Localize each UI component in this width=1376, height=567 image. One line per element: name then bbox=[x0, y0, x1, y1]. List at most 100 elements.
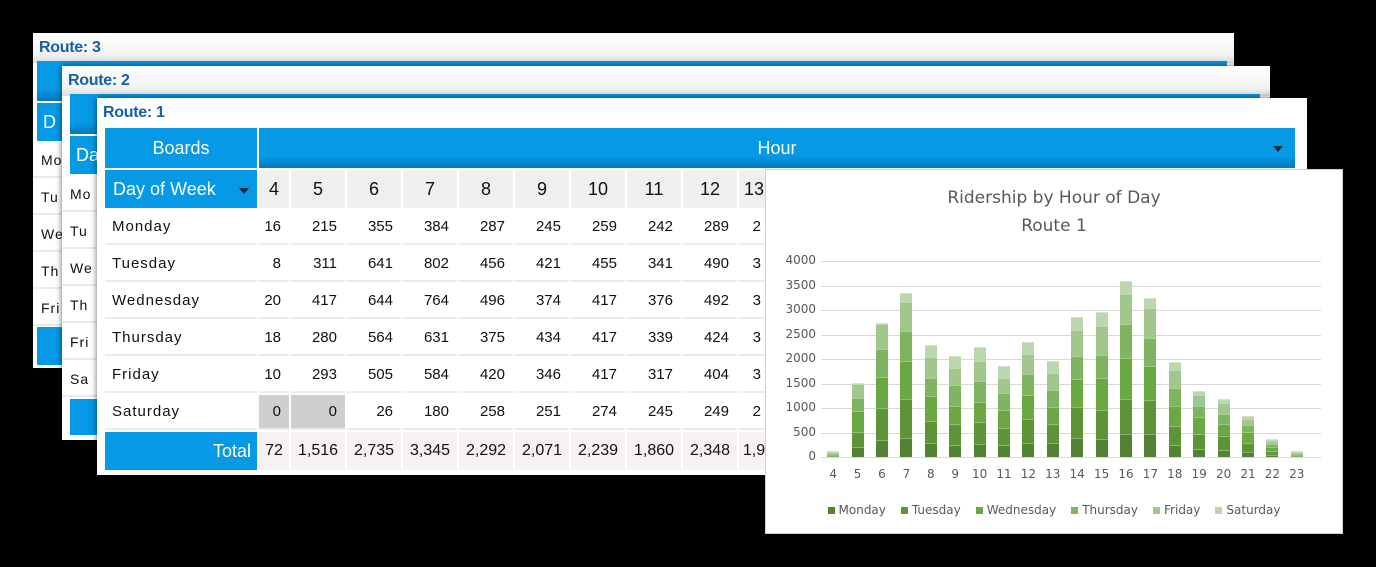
bar-segment-thursday[interactable] bbox=[851, 397, 864, 412]
stacked-bar[interactable] bbox=[1071, 317, 1084, 457]
bar-segment-monday[interactable] bbox=[851, 446, 864, 457]
bar-segment-wednesday[interactable] bbox=[1046, 406, 1059, 424]
bar-segment-saturday[interactable] bbox=[973, 347, 986, 361]
stacked-bar[interactable] bbox=[1193, 390, 1206, 457]
bar-segment-tuesday[interactable] bbox=[1168, 426, 1181, 446]
table-cell[interactable]: 564 bbox=[347, 321, 401, 356]
bar-segment-tuesday[interactable] bbox=[998, 428, 1010, 446]
bar-segment-tuesday[interactable] bbox=[1046, 423, 1059, 444]
stacked-bar[interactable] bbox=[1095, 312, 1108, 457]
bar-segment-tuesday[interactable] bbox=[973, 422, 986, 445]
bar-segment-saturday[interactable] bbox=[924, 344, 937, 358]
table-cell[interactable]: 3 bbox=[739, 321, 769, 356]
bar-segment-wednesday[interactable] bbox=[973, 401, 986, 423]
bar-segment-friday[interactable] bbox=[1144, 308, 1157, 339]
bar-segment-friday[interactable] bbox=[1242, 419, 1254, 425]
bar-segment-wednesday[interactable] bbox=[1095, 378, 1108, 410]
table-cell[interactable]: 317 bbox=[627, 358, 681, 393]
bar-segment-monday[interactable] bbox=[827, 455, 840, 457]
table-cell[interactable]: 215 bbox=[291, 210, 345, 245]
table-cell[interactable]: 802 bbox=[403, 247, 457, 282]
table-cell[interactable]: 421 bbox=[515, 247, 569, 282]
table-cell[interactable]: 20 bbox=[259, 284, 289, 319]
bar-segment-saturday[interactable] bbox=[1071, 317, 1084, 331]
table-cell[interactable]: 10 bbox=[259, 358, 289, 393]
table-cell[interactable]: 3 bbox=[739, 358, 769, 393]
bar-segment-thursday[interactable] bbox=[973, 381, 986, 402]
table-cell[interactable]: 245 bbox=[627, 395, 681, 430]
bar-segment-tuesday[interactable] bbox=[1022, 418, 1035, 443]
table-cell[interactable]: 16 bbox=[259, 210, 289, 245]
bar-segment-saturday[interactable] bbox=[1290, 450, 1303, 452]
table-cell[interactable]: 417 bbox=[571, 321, 625, 356]
bar-segment-wednesday[interactable] bbox=[1193, 417, 1206, 434]
table-cell[interactable]: 3 bbox=[739, 284, 769, 319]
table-cell[interactable]: 26 bbox=[347, 395, 401, 430]
bar-segment-friday[interactable] bbox=[998, 377, 1010, 394]
legend-item-friday[interactable]: Friday bbox=[1153, 503, 1200, 517]
table-cell[interactable]: 420 bbox=[459, 358, 513, 393]
table-cell[interactable]: 376 bbox=[627, 284, 681, 319]
table-cell[interactable]: 0 bbox=[291, 395, 345, 430]
table-cell[interactable]: 293 bbox=[291, 358, 345, 393]
bar-segment-monday[interactable] bbox=[1071, 438, 1084, 457]
table-cell[interactable]: 2 bbox=[739, 210, 769, 245]
table-cell[interactable]: 311 bbox=[291, 247, 345, 282]
bar-segment-friday[interactable] bbox=[1022, 354, 1035, 374]
bar-segment-tuesday[interactable] bbox=[1290, 454, 1303, 456]
bar-segment-thursday[interactable] bbox=[827, 452, 840, 454]
table-cell[interactable]: 490 bbox=[683, 247, 737, 282]
table-cell[interactable]: 289 bbox=[683, 210, 737, 245]
bar-segment-friday[interactable] bbox=[1193, 394, 1206, 407]
bar-segment-wednesday[interactable] bbox=[1242, 432, 1254, 443]
bar-segment-tuesday[interactable] bbox=[949, 424, 962, 445]
table-cell[interactable]: 0 bbox=[259, 395, 289, 430]
hour-column-header[interactable]: 11 bbox=[627, 170, 681, 208]
bar-segment-friday[interactable] bbox=[900, 301, 913, 331]
bar-segment-thursday[interactable] bbox=[900, 330, 913, 362]
stacked-bar[interactable] bbox=[1120, 281, 1132, 457]
bar-segment-friday[interactable] bbox=[1046, 373, 1059, 390]
hour-column-header[interactable]: 13 bbox=[739, 170, 769, 208]
bar-segment-tuesday[interactable] bbox=[924, 420, 937, 443]
stacked-bar[interactable] bbox=[1242, 416, 1254, 457]
bar-segment-thursday[interactable] bbox=[1242, 424, 1254, 433]
bar-segment-wednesday[interactable] bbox=[1290, 453, 1303, 455]
bar-segment-wednesday[interactable] bbox=[851, 411, 864, 432]
bar-segment-wednesday[interactable] bbox=[1168, 405, 1181, 427]
bar-segment-friday[interactable] bbox=[1168, 369, 1181, 389]
bar-segment-thursday[interactable] bbox=[1193, 406, 1206, 418]
bar-segment-tuesday[interactable] bbox=[1266, 450, 1279, 456]
stacked-bar[interactable] bbox=[851, 382, 864, 457]
bar-segment-tuesday[interactable] bbox=[1217, 436, 1230, 450]
table-cell[interactable]: 492 bbox=[683, 284, 737, 319]
bar-segment-saturday[interactable] bbox=[1046, 360, 1059, 374]
bar-segment-wednesday[interactable] bbox=[827, 453, 840, 455]
table-cell[interactable]: 341 bbox=[627, 247, 681, 282]
table-cell[interactable]: 8 bbox=[259, 247, 289, 282]
table-cell[interactable]: 274 bbox=[571, 395, 625, 430]
table-cell[interactable]: 259 bbox=[571, 210, 625, 245]
bar-segment-thursday[interactable] bbox=[924, 377, 937, 397]
table-cell[interactable]: 505 bbox=[347, 358, 401, 393]
bar-segment-wednesday[interactable] bbox=[1217, 424, 1230, 437]
bar-segment-monday[interactable] bbox=[924, 442, 937, 457]
bar-segment-wednesday[interactable] bbox=[1120, 358, 1132, 399]
table-cell[interactable]: 374 bbox=[515, 284, 569, 319]
measure-header-boards[interactable]: Boards bbox=[105, 128, 257, 168]
legend-item-wednesday[interactable]: Wednesday bbox=[975, 503, 1056, 517]
bar-segment-saturday[interactable] bbox=[949, 355, 962, 368]
bar-segment-monday[interactable] bbox=[1217, 449, 1230, 457]
bar-segment-monday[interactable] bbox=[900, 438, 913, 457]
stacked-bar[interactable] bbox=[1266, 439, 1279, 457]
bar-segment-tuesday[interactable] bbox=[1071, 406, 1084, 439]
legend-item-thursday[interactable]: Thursday bbox=[1071, 503, 1138, 517]
stacked-bar[interactable] bbox=[924, 344, 937, 457]
bar-segment-saturday[interactable] bbox=[1022, 342, 1035, 355]
bar-segment-wednesday[interactable] bbox=[1022, 394, 1035, 419]
bar-segment-monday[interactable] bbox=[876, 439, 888, 457]
bar-segment-saturday[interactable] bbox=[1266, 439, 1279, 441]
table-cell[interactable]: 424 bbox=[683, 321, 737, 356]
table-cell[interactable]: 339 bbox=[627, 321, 681, 356]
table-cell[interactable]: 346 bbox=[515, 358, 569, 393]
